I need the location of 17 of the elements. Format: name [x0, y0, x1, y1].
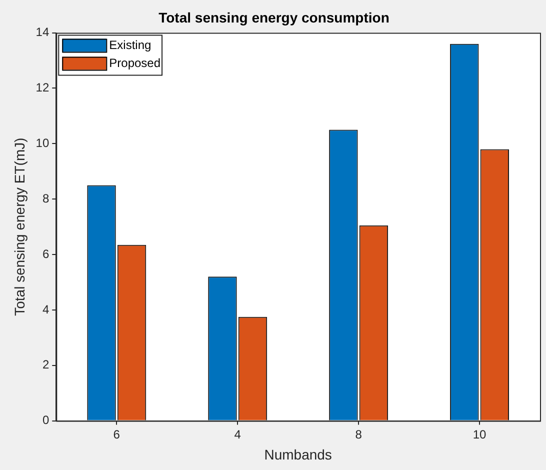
- y-axis-title: Total sensing energy ET(mJ): [11, 138, 28, 316]
- x-axis-title: Numbands: [264, 446, 332, 462]
- y-tick-label: 14: [36, 25, 50, 40]
- legend-label: Proposed: [109, 56, 161, 70]
- y-tick-label: 10: [36, 136, 50, 150]
- x-tick-label: 10: [472, 427, 487, 442]
- x-tick-label: 6: [113, 427, 120, 442]
- legend-label: Existing: [109, 38, 152, 52]
- y-tick-label: 8: [42, 191, 50, 206]
- y-tick-label: 4: [42, 302, 50, 316]
- x-tick-label: 4: [234, 427, 242, 442]
- x-tick-label: 8: [355, 427, 362, 442]
- y-tick-label: 12: [36, 80, 50, 95]
- y-tick-label: 6: [42, 246, 50, 261]
- y-tick-label: 2: [42, 358, 50, 372]
- y-tick-label: 0: [42, 413, 50, 428]
- chart-title: Total sensing energy consumption: [158, 9, 390, 26]
